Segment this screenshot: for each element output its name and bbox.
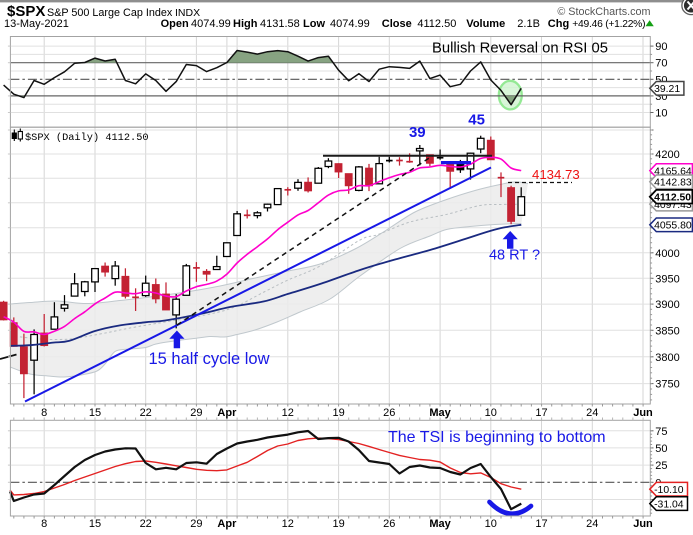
svg-text:8: 8 — [41, 407, 47, 419]
svg-text:39: 39 — [409, 124, 426, 141]
svg-text:22: 22 — [140, 407, 152, 419]
svg-text:3750: 3750 — [655, 379, 679, 391]
svg-text:4165.64: 4165.64 — [654, 166, 692, 177]
svg-text:17: 17 — [535, 518, 547, 530]
svg-text:39.21: 39.21 — [654, 84, 680, 95]
svg-text:90: 90 — [655, 41, 667, 53]
svg-text:24: 24 — [586, 518, 598, 530]
svg-text:29: 29 — [190, 518, 202, 530]
svg-text:15: 15 — [89, 518, 101, 530]
svg-text:-31.04: -31.04 — [654, 499, 684, 510]
svg-text:48 RT ?: 48 RT ? — [489, 248, 540, 264]
svg-text:May: May — [429, 407, 451, 419]
svg-text:10: 10 — [485, 518, 497, 530]
svg-text:29: 29 — [190, 407, 202, 419]
svg-text:10: 10 — [485, 407, 497, 419]
svg-text:Jun: Jun — [633, 407, 653, 419]
svg-text:15: 15 — [89, 407, 101, 419]
svg-text:$SPX (Daily) 4112.50: $SPX (Daily) 4112.50 — [25, 132, 149, 144]
svg-text:High: High — [233, 18, 258, 30]
svg-text:4097.43: 4097.43 — [654, 200, 692, 211]
svg-text:2.1B: 2.1B — [517, 18, 540, 30]
svg-text:13-May-2021: 13-May-2021 — [4, 18, 69, 30]
svg-text:4074.99: 4074.99 — [330, 18, 370, 30]
svg-text:4000: 4000 — [655, 248, 679, 260]
svg-text:Close: Close — [382, 18, 412, 30]
svg-text:12: 12 — [282, 518, 294, 530]
svg-text:-10.10: -10.10 — [654, 485, 684, 496]
svg-text:Apr: Apr — [217, 407, 237, 419]
svg-text:The TSI is beginning to bottom: The TSI is beginning to bottom — [388, 429, 606, 446]
svg-text:8: 8 — [41, 518, 47, 530]
svg-text:Low: Low — [303, 18, 325, 30]
svg-text:75: 75 — [655, 426, 667, 438]
svg-text:22: 22 — [140, 518, 152, 530]
svg-text:$SPX: $SPX — [7, 3, 45, 20]
svg-text:19: 19 — [332, 518, 344, 530]
svg-text:4055.80: 4055.80 — [654, 221, 692, 232]
svg-text:17: 17 — [535, 407, 547, 419]
svg-text:Open: Open — [161, 18, 189, 30]
svg-text:15 half cycle low: 15 half cycle low — [148, 350, 269, 368]
svg-text:3950: 3950 — [655, 273, 679, 285]
svg-text:S&P 500 Large Cap Index: S&P 500 Large Cap Index — [47, 7, 173, 19]
svg-text:3850: 3850 — [655, 325, 679, 337]
svg-text:Bullish Reversal on RSI 05: Bullish Reversal on RSI 05 — [432, 41, 608, 57]
svg-text:70: 70 — [655, 58, 667, 70]
svg-text:24: 24 — [586, 407, 598, 419]
svg-text:12: 12 — [282, 407, 294, 419]
svg-text:May: May — [429, 518, 451, 530]
svg-text:Chg: Chg — [548, 18, 569, 30]
svg-text:4142.83: 4142.83 — [654, 178, 692, 189]
svg-text:Apr: Apr — [217, 518, 237, 530]
svg-text:45: 45 — [468, 112, 485, 129]
svg-text:© StockCharts.com: © StockCharts.com — [557, 6, 650, 18]
svg-text:3900: 3900 — [655, 299, 679, 311]
svg-text:4131.58: 4131.58 — [260, 18, 300, 30]
svg-text:4074.99: 4074.99 — [191, 18, 231, 30]
svg-text:4134.73: 4134.73 — [532, 167, 580, 182]
svg-text:19: 19 — [332, 407, 344, 419]
svg-text:4200: 4200 — [655, 149, 679, 161]
svg-text:Jun: Jun — [633, 518, 653, 530]
svg-text:+49.46 (+1.22%): +49.46 (+1.22%) — [572, 19, 645, 30]
svg-text:10: 10 — [655, 108, 667, 120]
svg-text:26: 26 — [383, 518, 395, 530]
svg-text:26: 26 — [383, 407, 395, 419]
svg-text:4112.50: 4112.50 — [654, 192, 691, 203]
svg-text:INDX: INDX — [175, 7, 200, 19]
svg-text:4112.50: 4112.50 — [417, 18, 456, 30]
svg-text:3800: 3800 — [655, 352, 679, 364]
svg-text:50: 50 — [655, 443, 667, 455]
svg-text:25: 25 — [655, 460, 667, 472]
svg-text:Volume: Volume — [466, 18, 505, 30]
